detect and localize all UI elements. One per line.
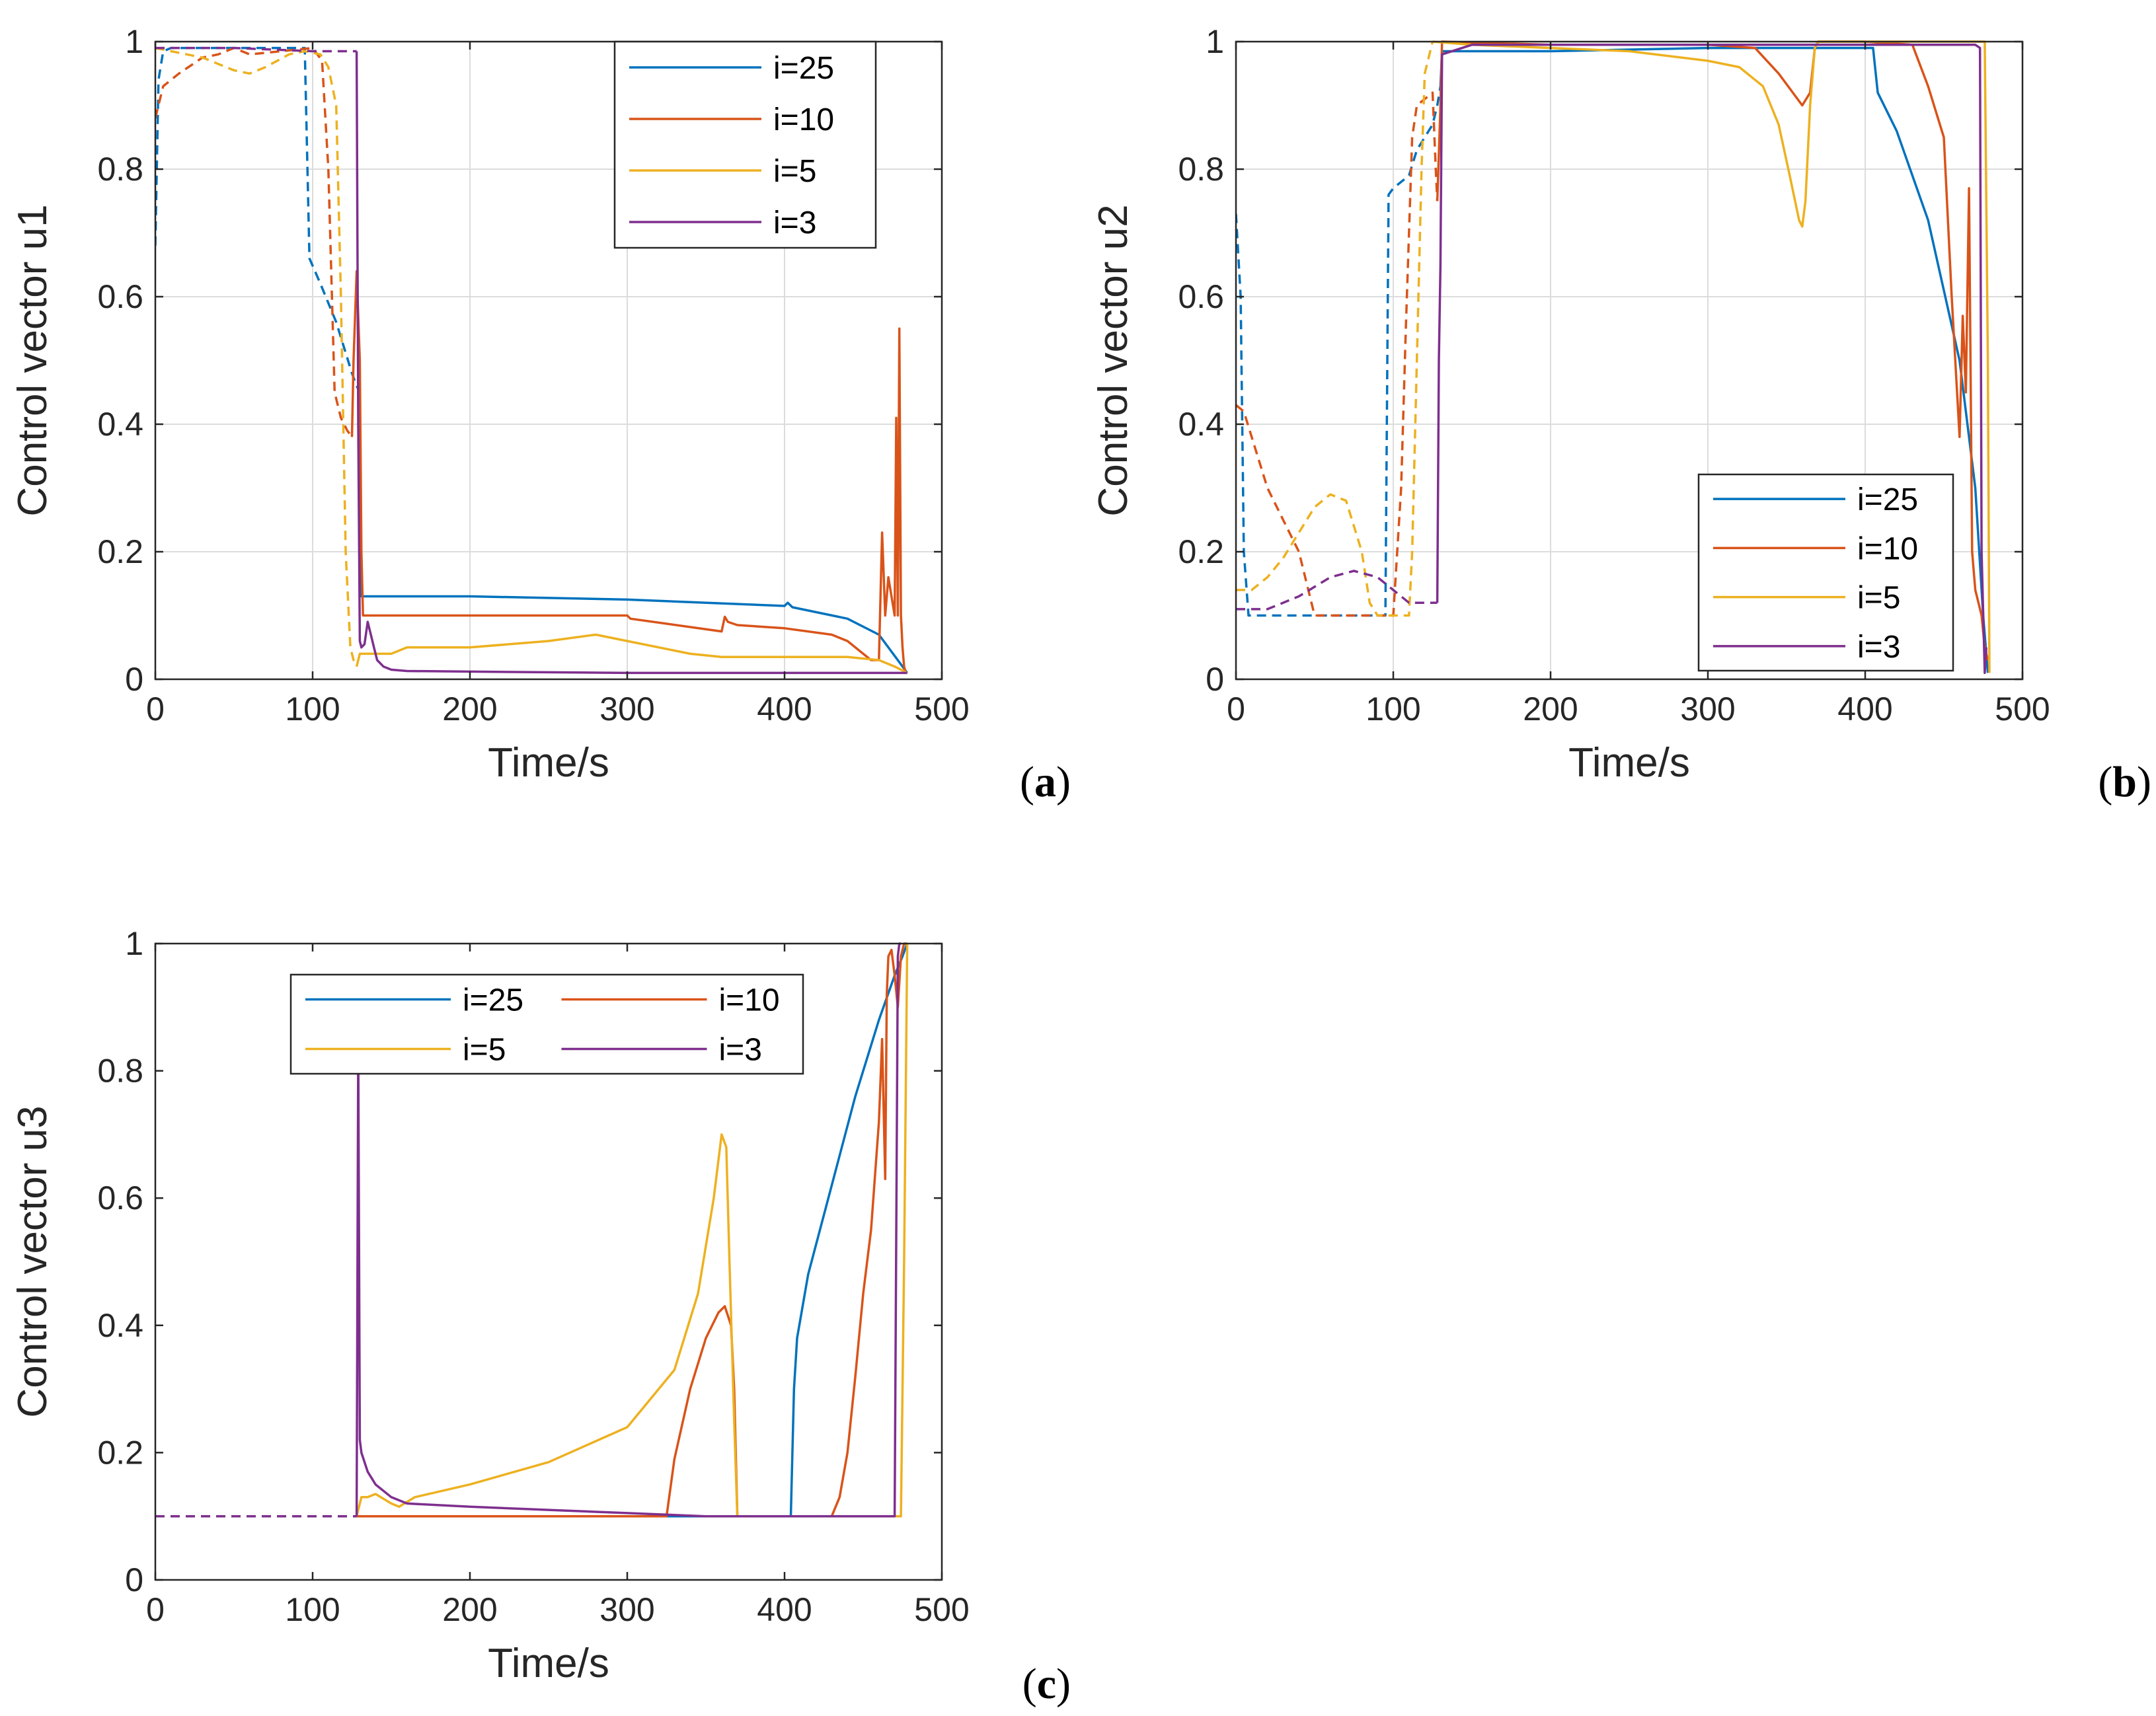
legend: i=25 i=10 i=5 i=3 [613,40,877,249]
x-tick-label: 400 [757,1591,812,1628]
series-group [155,46,909,675]
axes-box [154,942,943,1581]
y-tick-label: 1 [1206,23,1224,60]
series-i3-dashed [1236,570,1438,611]
x-tick-label: 500 [1995,690,2050,727]
series-group [155,942,909,1518]
x-tick-label: 200 [1523,690,1578,727]
x-tick-label: 0 [146,690,165,727]
series-i25-line [1439,46,1989,673]
legend-entry-i5: i=5 [1857,581,1900,616]
x-axis-label: Time/s [488,1641,609,1686]
y-tick-label: 0.8 [1178,151,1224,188]
y-axis-label: Control vector u2 [1091,204,1136,516]
legend-entry-i3: i=3 [773,205,816,241]
y-tick-label: 0.4 [1178,406,1224,443]
legend-entry-i3: i=3 [719,1033,762,1068]
x-tick-label: 300 [1680,690,1735,727]
legend-box [613,40,877,249]
legend-entry-i5: i=5 [773,154,816,189]
x-tick-label: 300 [599,1591,654,1628]
y-tick-label: 0 [125,1561,143,1598]
x-tick-label: 300 [599,690,654,727]
panel-label: (a) [1020,758,1071,806]
y-tick-label: 1 [125,925,143,962]
y-tick-label: 0.2 [97,1434,143,1471]
x-tick-label: 200 [442,690,497,727]
series-i3-line [355,942,902,1518]
legend-box [1697,473,1954,672]
y-axis-label: Control vector u3 [10,1105,56,1417]
x-tick-label: 500 [914,690,969,727]
axes-box [1235,40,2024,681]
panel-label: (b) [2098,758,2151,806]
axes-box [154,40,943,681]
x-tick-label: 500 [914,1591,969,1628]
legend-entry-i25: i=25 [463,983,523,1018]
series-i5-dashed [155,46,358,667]
x-tick-label: 100 [285,1591,340,1628]
series-i5-dashed [1236,41,1434,617]
y-tick-label: 0.6 [97,278,143,315]
panel-b: 0 100 200 300 400 500 0 0.2 0.4 0.6 0.8 1 Time/s Cont… [1091,23,2151,806]
series-i25-dashed [1236,86,1442,617]
y-tick-label: 0.2 [97,533,143,570]
y-tick-label: 0.4 [97,406,143,443]
x-axis-label: Time/s [488,740,609,786]
legend: i=25 i=10 i=5 i=3 [1697,473,1954,672]
y-tick-label: 0.6 [1178,278,1224,315]
y-tick-label: 1 [125,23,143,60]
x-tick-label: 0 [146,1591,165,1628]
legend-entry-i10: i=10 [1857,531,1918,566]
y-tick-label: 0.6 [97,1179,143,1216]
y-tick-label: 0 [125,661,143,698]
panel-c: 0 100 200 300 400 500 0 0.2 0.4 0.6 0.8 1 Time/s Cont… [10,925,1071,1708]
x-tick-label: 100 [1366,690,1420,727]
x-tick-label: 400 [1837,690,1892,727]
y-tick-label: 0.8 [97,1053,143,1090]
legend: i=25 i=10 i=5 i=3 [289,973,804,1075]
series-i3-dashed [155,46,357,53]
y-tick-label: 0.8 [97,151,143,188]
legend-entry-i5: i=5 [463,1033,506,1068]
x-axis-label: Time/s [1568,740,1690,786]
series-i10-line [350,270,907,675]
legend-entry-i3: i=3 [1857,630,1900,665]
y-tick-label: 0 [1206,661,1224,698]
series-i5-line [355,633,908,674]
x-tick-label: 0 [1227,690,1245,727]
legend-entry-i25: i=25 [1857,482,1918,517]
x-tick-label: 100 [285,690,340,727]
y-tick-label: 0.4 [97,1307,143,1344]
x-tick-label: 400 [757,690,812,727]
legend-entry-i10: i=10 [773,102,834,137]
series-i10-line [356,942,907,1518]
y-axis-label: Control vector u1 [10,204,56,516]
x-tick-label: 200 [442,1591,497,1628]
panel-a: 0 100 200 300 400 500 0 0.2 0.4 0.6 0.8 1 Time/s Cont… [10,23,1071,806]
y-tick-label: 0.2 [1178,533,1224,570]
series-i10-dashed [155,46,353,438]
legend-entry-i25: i=25 [773,51,834,86]
legend-entry-i10: i=10 [719,983,780,1018]
legend-box [289,973,804,1075]
series-i3-line [355,51,907,675]
panel-label: (c) [1022,1660,1071,1708]
